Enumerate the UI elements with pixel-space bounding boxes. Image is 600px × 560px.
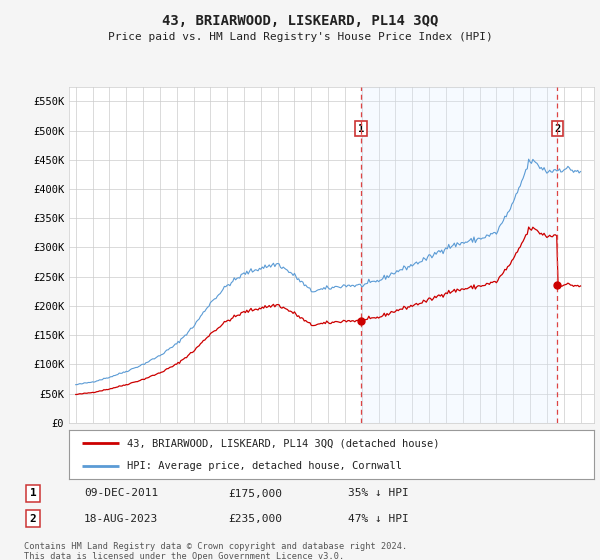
Text: 43, BRIARWOOD, LISKEARD, PL14 3QQ: 43, BRIARWOOD, LISKEARD, PL14 3QQ bbox=[162, 14, 438, 28]
Bar bbox=[361, 87, 557, 423]
Text: 09-DEC-2011: 09-DEC-2011 bbox=[84, 488, 158, 498]
Text: HPI: Average price, detached house, Cornwall: HPI: Average price, detached house, Corn… bbox=[127, 461, 402, 472]
Text: £175,000: £175,000 bbox=[228, 488, 282, 498]
Text: 47% ↓ HPI: 47% ↓ HPI bbox=[348, 514, 409, 524]
Text: 35% ↓ HPI: 35% ↓ HPI bbox=[348, 488, 409, 498]
Text: Price paid vs. HM Land Registry's House Price Index (HPI): Price paid vs. HM Land Registry's House … bbox=[107, 32, 493, 43]
Text: 2: 2 bbox=[554, 124, 560, 134]
Text: 43, BRIARWOOD, LISKEARD, PL14 3QQ (detached house): 43, BRIARWOOD, LISKEARD, PL14 3QQ (detac… bbox=[127, 438, 439, 449]
Text: £235,000: £235,000 bbox=[228, 514, 282, 524]
Text: 1: 1 bbox=[358, 124, 364, 134]
Text: 1: 1 bbox=[29, 488, 37, 498]
Text: 2: 2 bbox=[29, 514, 37, 524]
Text: Contains HM Land Registry data © Crown copyright and database right 2024.
This d: Contains HM Land Registry data © Crown c… bbox=[24, 542, 407, 560]
Text: 18-AUG-2023: 18-AUG-2023 bbox=[84, 514, 158, 524]
